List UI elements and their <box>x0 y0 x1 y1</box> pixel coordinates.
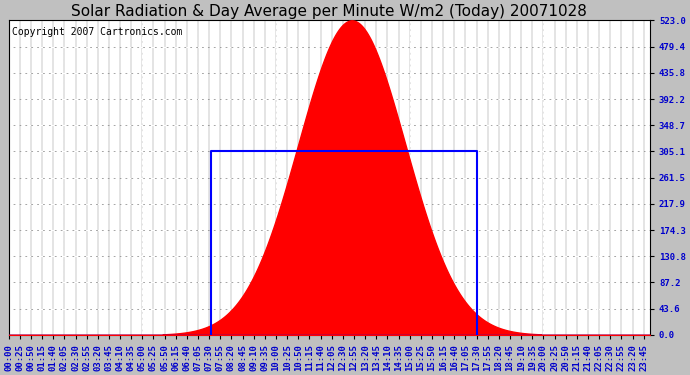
Title: Solar Radiation & Day Average per Minute W/m2 (Today) 20071028: Solar Radiation & Day Average per Minute… <box>71 4 587 19</box>
Text: Copyright 2007 Cartronics.com: Copyright 2007 Cartronics.com <box>12 27 182 37</box>
